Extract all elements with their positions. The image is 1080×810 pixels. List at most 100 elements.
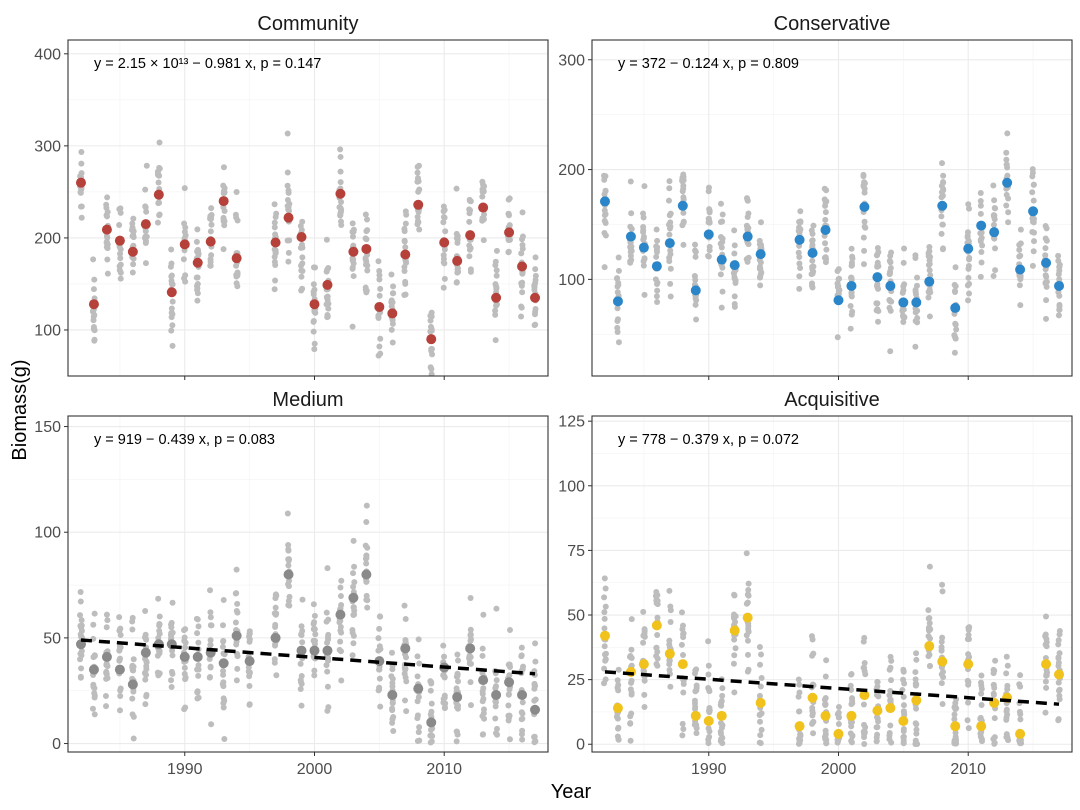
mean-point [911,297,922,308]
mean-point [127,679,138,690]
raw-point [939,588,946,595]
raw-point [492,703,499,710]
raw-point [1055,637,1062,644]
raw-point [285,542,292,549]
raw-point [757,683,764,690]
raw-point [953,326,960,333]
raw-point [532,254,539,261]
raw-point [745,241,752,248]
raw-point [299,639,306,646]
raw-point [453,235,460,242]
raw-point [1056,631,1063,638]
raw-point [641,691,648,698]
mean-point [192,651,203,662]
mean-point [465,643,476,654]
raw-point [390,728,397,735]
raw-point [939,581,946,588]
raw-point [155,179,162,186]
raw-point [1056,696,1063,703]
mean-point [231,253,242,264]
raw-point [901,245,908,252]
raw-point [350,537,357,544]
raw-point [693,730,700,737]
raw-point [311,672,318,679]
raw-point [466,218,473,225]
raw-point [1042,235,1049,242]
raw-point [493,283,500,290]
raw-point [602,676,609,683]
raw-point [234,653,241,660]
panel-conservative: Conservative y = 372 − 0.124 x, p = 0.809… [558,13,1073,380]
raw-point [940,674,947,681]
y-tick-label: 150 [34,419,61,436]
raw-point [78,627,85,634]
raw-point [233,566,240,573]
raw-point [667,293,674,300]
raw-point [627,178,634,185]
mean-point [794,234,805,245]
raw-point [518,731,525,738]
raw-point [246,638,253,645]
raw-point [272,592,279,599]
raw-point [208,252,215,259]
raw-point [899,312,906,319]
raw-point [990,691,997,698]
raw-point [232,590,239,597]
mean-point [755,697,766,708]
raw-point [874,679,881,686]
raw-point [795,676,802,683]
raw-point [376,276,383,283]
raw-point [640,632,647,639]
raw-point [325,631,332,638]
raw-point [978,701,985,708]
raw-point [480,237,487,244]
raw-point [531,284,538,291]
raw-point [744,668,751,675]
raw-point [377,285,384,292]
raw-point [195,623,202,630]
raw-point [195,672,202,679]
mean-point [452,255,463,266]
raw-point [441,705,448,712]
raw-point [312,631,319,638]
raw-point [927,626,934,633]
raw-point [310,328,317,335]
raw-point [847,325,854,332]
raw-point [350,583,357,590]
raw-point [796,681,803,688]
mean-point [491,292,502,303]
raw-point [939,221,946,228]
raw-point [272,261,279,268]
raw-point [745,580,752,587]
raw-point [797,219,804,226]
raw-point [965,201,972,208]
raw-point [116,645,123,652]
mean-point [439,237,450,248]
raw-point [77,188,84,195]
raw-point [900,666,907,673]
mean-point [114,235,125,246]
raw-point [427,317,434,324]
raw-point [182,272,189,279]
y-tick-label: 300 [558,52,585,69]
raw-point [991,715,998,722]
raw-point [505,248,512,255]
raw-point [938,182,945,189]
raw-point [822,727,829,734]
raw-point [744,637,751,644]
raw-point [667,210,674,217]
raw-point [628,210,635,217]
raw-point [415,208,422,215]
raw-point [519,236,526,243]
raw-point [479,645,486,652]
raw-point [705,638,712,645]
raw-point [1029,229,1036,236]
raw-points [601,550,1063,748]
raw-point [208,221,215,228]
raw-point [653,293,660,300]
raw-point [1055,717,1062,724]
raw-point [1042,252,1049,259]
raw-point [181,634,188,641]
raw-point [363,596,370,603]
raw-point [757,732,764,739]
